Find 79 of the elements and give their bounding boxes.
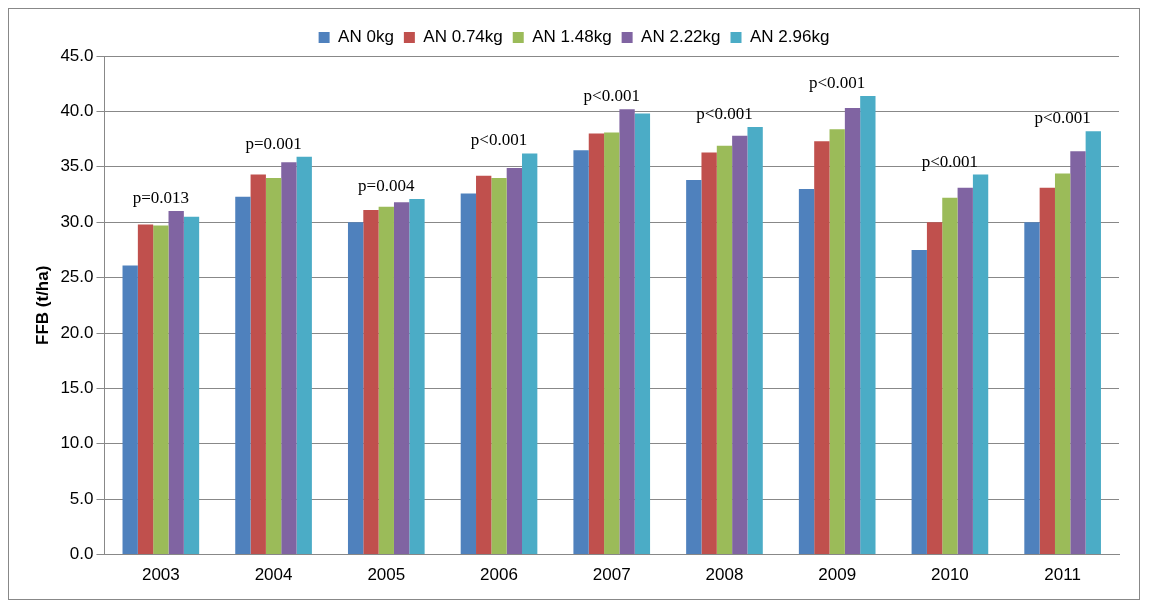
annotation: p=0.004 — [358, 175, 415, 195]
y-tick-label: 0.0 — [69, 544, 94, 564]
y-tick-label: 45.0 — [60, 45, 94, 65]
bar — [1085, 131, 1101, 555]
bar — [1039, 187, 1055, 555]
y-axis-title: FFB (t/ha) — [32, 265, 52, 345]
bar — [363, 210, 379, 555]
bar — [957, 187, 973, 555]
bar — [183, 216, 200, 555]
bar — [153, 225, 169, 555]
bar — [814, 141, 830, 555]
annotation: p<0.001 — [583, 86, 640, 106]
legend-label: AN 0kg — [338, 27, 394, 47]
bar — [747, 126, 763, 555]
x-tick-label: 2010 — [931, 565, 969, 585]
bar — [122, 265, 138, 555]
bar — [296, 156, 312, 555]
annotation: p<0.001 — [470, 130, 528, 150]
x-tick-label: 2009 — [818, 565, 857, 585]
y-tick-label: 10.0 — [60, 433, 94, 453]
y-tick-label: 15.0 — [60, 378, 94, 398]
bar — [378, 206, 394, 555]
annotation: p<0.001 — [921, 151, 979, 171]
bar — [972, 174, 989, 555]
bar — [573, 150, 589, 555]
bar — [860, 95, 876, 555]
legend-label: AN 2.22kg — [641, 27, 721, 47]
bar — [829, 129, 845, 555]
bar — [137, 224, 154, 555]
bar — [686, 180, 702, 555]
bar — [911, 249, 927, 555]
annotation: p=0.001 — [245, 133, 302, 153]
bar — [604, 132, 620, 555]
bar — [942, 197, 958, 555]
legend-label: AN 1.48kg — [532, 27, 612, 47]
y-tick-label: 20.0 — [60, 322, 94, 342]
x-tick-label: 2004 — [254, 565, 293, 585]
y-tick-label: 40.0 — [60, 101, 94, 121]
y-tick-label: 30.0 — [60, 211, 94, 231]
bar — [347, 222, 364, 555]
bar — [732, 135, 748, 555]
x-tick-label: 2011 — [1044, 565, 1081, 585]
y-tick-label: 25.0 — [60, 267, 94, 287]
annotation: p<0.001 — [696, 103, 753, 123]
legend-label: AN 2.96kg — [750, 27, 830, 47]
bar — [588, 133, 605, 555]
bar — [926, 222, 943, 555]
bar — [265, 177, 282, 555]
bar — [1054, 173, 1071, 555]
bar — [460, 193, 477, 555]
bar — [250, 174, 266, 555]
bar — [701, 152, 717, 555]
bar — [281, 162, 297, 555]
bar — [716, 145, 733, 555]
bar — [1024, 222, 1040, 555]
bar — [634, 113, 651, 555]
bar — [619, 109, 635, 555]
y-tick-label: 35.0 — [60, 156, 94, 176]
bar — [168, 211, 184, 555]
bar — [522, 153, 538, 555]
x-tick-label: 2006 — [480, 565, 518, 585]
bar — [798, 188, 815, 555]
bar — [1070, 151, 1086, 555]
x-tick-label: 2005 — [367, 565, 406, 585]
x-tick-label: 2003 — [141, 565, 180, 585]
annotation: p=0.013 — [132, 188, 190, 208]
bar — [844, 108, 861, 555]
y-tick-label: 5.0 — [69, 488, 94, 508]
bar — [476, 175, 492, 555]
bar — [491, 177, 507, 555]
bar — [409, 198, 425, 555]
bar — [506, 167, 523, 555]
annotation: p<0.001 — [809, 72, 866, 92]
annotation: p<0.001 — [1034, 108, 1091, 128]
x-tick-label: 2007 — [592, 565, 631, 585]
bar — [393, 202, 410, 555]
legend-label: AN 0.74kg — [423, 27, 503, 47]
bar — [235, 196, 251, 555]
x-tick-label: 2008 — [705, 565, 744, 585]
